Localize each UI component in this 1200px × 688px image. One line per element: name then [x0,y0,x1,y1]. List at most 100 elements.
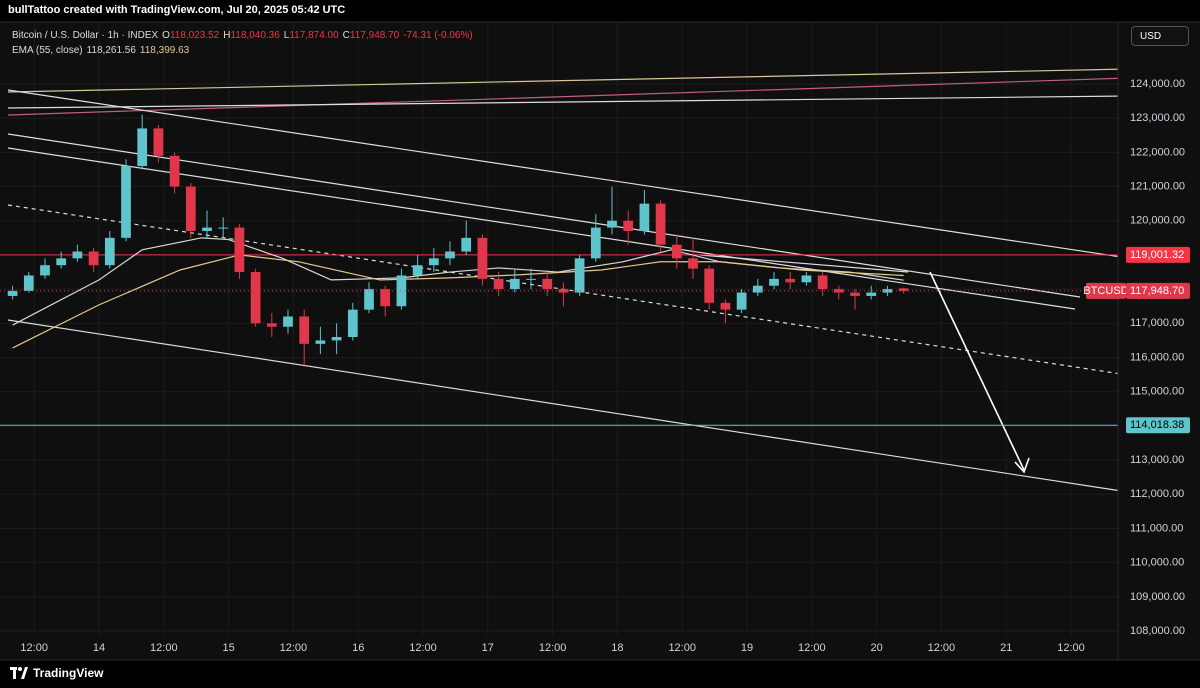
candle-body [769,278,779,286]
level-tag [1126,417,1190,434]
projection-arrow [929,271,1025,471]
y-tick-label: 112,000.00 [1130,488,1184,500]
candle-body [850,292,860,296]
y-tick-label: 111,000.00 [1130,522,1183,534]
candle-body [752,285,763,293]
brand: TradingView [33,666,104,680]
level-label: 114,018.38 [1130,419,1184,431]
last-price-tag [1126,282,1190,299]
ohlc-value: 118,040.36 [230,30,280,41]
change: -74.31 (-0.06%) [403,30,473,41]
channel-line [7,133,1081,298]
y-tick-label: 122,000.00 [1130,146,1185,158]
y-tick-label: 120,000.00 [1130,215,1185,227]
x-tick-label: 15 [222,642,234,654]
legend: Bitcoin / U.S. Dollar · 1h · INDEX O118,… [12,28,473,58]
ohlc-value: 118,023.52 [169,30,220,41]
candle-body [347,309,358,338]
ohlc: O118,023.52 H118,040.36 L117,874.00 C117,94… [162,28,399,43]
symbol-line: Bitcoin / U.S. Dollar · 1h · INDEX [12,30,159,41]
candle-body [218,227,229,229]
candle-body [655,203,666,245]
ohlc-item: H118,040.36 [223,28,280,43]
y-tick-label: 123,000.00 [1130,112,1185,124]
x-tick-label: 18 [611,642,623,654]
y-tick-label: 121,000.00 [1130,180,1185,192]
candle-body [185,186,196,232]
trend-line [699,254,909,273]
ohlc-item: O118,023.52 [162,28,219,43]
candle-body [7,290,18,296]
axes: 108,000.00 109,000.00 110,000.00 111,000.00… [20,78,1190,654]
x-tick-label: 12:00 [539,642,567,654]
trend-line [7,68,1129,93]
candle-body [688,258,698,269]
candle-body [445,251,455,259]
candle-body [704,268,715,303]
ohlc-value: 117,874.00 [289,30,339,41]
candle-body [590,227,601,259]
plot [0,114,1118,426]
candle-body [898,288,909,291]
ohlc-item: L117,874.00 [284,28,339,43]
indicator-value: 118,261.56 [86,45,136,56]
symbol-label: BTCUSD [1083,285,1128,297]
x-tick-label: 16 [352,642,364,654]
indicator-row: EMA (55, close) 118,261.56 118,399.63 [12,43,473,58]
candle-body [542,278,553,290]
y-tick-label: 116,000.00 [1130,351,1184,363]
y-tick-label: 108,000.00 [1130,625,1185,637]
candle-body [461,237,472,252]
candle-body [817,275,828,290]
x-tick-label: 12:00 [280,642,308,654]
logo [10,667,28,679]
candle-body [56,258,67,266]
ohlc-value: 117,948.70 [349,30,400,41]
channel-line [7,319,1129,493]
candle-body [283,316,293,327]
x-tick-label: 12:00 [1057,642,1085,654]
level-label: 119,001.32 [1130,249,1184,261]
candle-body [623,220,634,232]
y-tick-label: 115,000.00 [1130,386,1184,398]
last-price-label: 117,948.70 [1130,285,1184,297]
candle-body [250,272,261,324]
candle-body [866,292,877,296]
candle-body [234,227,245,273]
candle-body [396,275,407,307]
x-tick-label: 12:00 [409,642,437,654]
candle-body [509,278,520,290]
candle-body [412,265,423,276]
candle-body [428,258,439,266]
x-tick-label: 21 [1000,642,1012,654]
level-tag [1126,246,1190,263]
candle-body [607,220,617,228]
candle-body [785,278,796,283]
candle-body [299,316,310,344]
footer: TradingView [10,666,103,680]
x-tick-label: 19 [741,642,753,654]
indicator-values: 118,261.56 118,399.63 [87,43,190,58]
symbol-row: Bitcoin / U.S. Dollar · 1h · INDEX O118,… [12,28,473,43]
candle-body [364,289,374,310]
candle-body [153,128,164,156]
candle-body [40,265,50,276]
candle-body [477,237,488,279]
y-tick-label: 117,000.00 [1130,317,1184,329]
channel-line [7,89,1129,259]
candle-body [137,128,148,167]
channel-line [7,147,1076,310]
y-tick-label: 110,000.00 [1130,557,1184,569]
x-tick-label: 12:00 [20,642,48,654]
x-tick-label: 12:00 [928,642,956,654]
candle-body [736,292,747,310]
currency-button[interactable]: USD [1131,26,1189,46]
y-tick-label: 113,000.00 [1130,454,1184,466]
candle-body [72,251,83,259]
symbol-tag [1086,282,1126,299]
chart-background [0,22,1200,660]
y-tick-label: 109,000.00 [1130,591,1185,603]
header-title: bullTattoo created with TradingView.com,… [8,4,346,16]
ohlc-item: C117,948.70 [343,28,400,43]
